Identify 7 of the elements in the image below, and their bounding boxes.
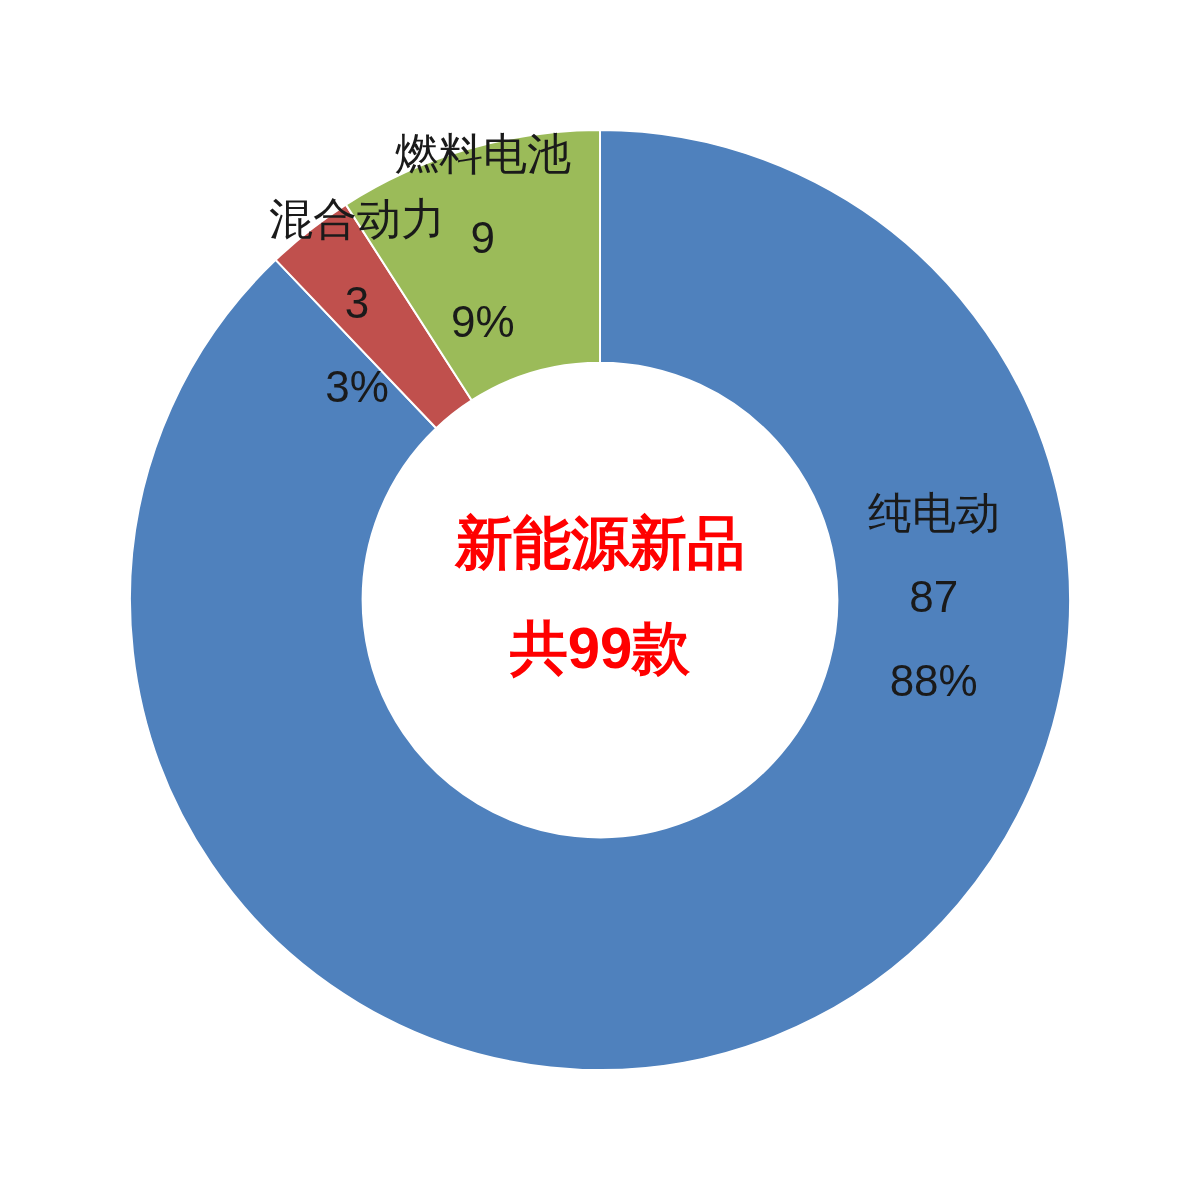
data-label: 3 3% <box>325 277 389 411</box>
text: 共99款 <box>508 614 692 680</box>
donut-slice <box>129 129 1071 1071</box>
text: 新能源新品 <box>454 509 745 575</box>
data-label: 9 9% <box>450 213 515 347</box>
slice-label: 纯电动 <box>867 487 1000 537</box>
data-label: 87 88% <box>889 571 978 705</box>
